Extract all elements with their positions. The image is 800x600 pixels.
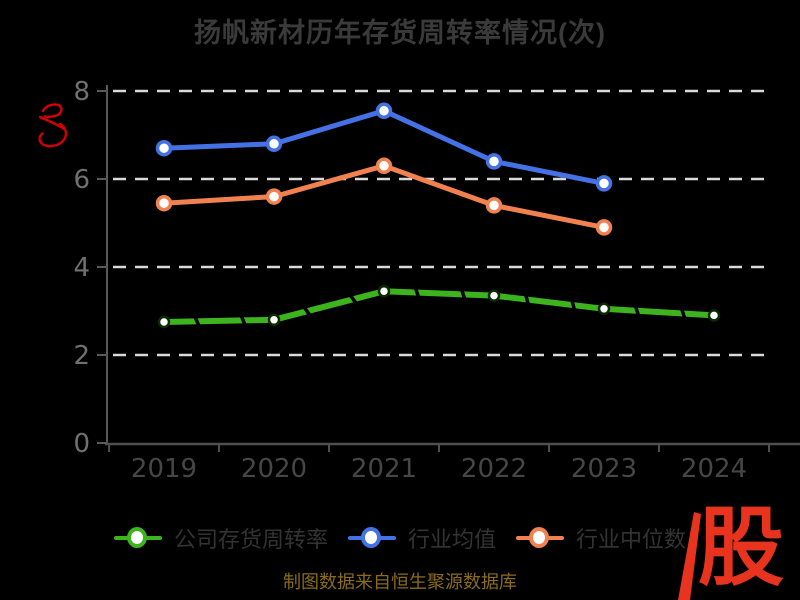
series-line [161, 288, 717, 325]
data-point-marker [597, 302, 611, 316]
y-tick-label: 4 [73, 253, 90, 283]
legend-item-industry-mean: 行业均值 [347, 522, 496, 554]
data-point-marker [375, 102, 393, 120]
x-tick-label: 2021 [351, 454, 417, 484]
sketch-slash [459, 286, 467, 302]
y-tick-label: 0 [73, 429, 90, 459]
y-tick-label: 2 [73, 341, 90, 371]
data-point-marker [487, 289, 501, 302]
sketch-slash [192, 314, 202, 329]
legend-item-industry-median: 行业中位数 [516, 522, 686, 554]
legend-item-company-turnover: 公司存货周转率 [113, 522, 328, 554]
sketch-slash [413, 285, 421, 300]
y-tick-label: 6 [73, 165, 90, 195]
data-point-marker [265, 135, 283, 153]
x-tick-label: 2024 [681, 454, 747, 484]
logo-character: 股 [698, 500, 784, 597]
x-tick-label: 2022 [461, 454, 527, 484]
data-source-caption: 制图数据来自恒生聚源数据库 [283, 572, 517, 592]
sketch-slash [239, 313, 248, 328]
x-tick-label: 2020 [241, 454, 307, 484]
legend-label: 公司存货周转率 [173, 527, 328, 552]
y-tick-label: 8 [73, 77, 90, 107]
legend-label: 行业中位数 [576, 527, 687, 552]
data-point-marker [157, 315, 171, 329]
legend-label: 行业均值 [407, 527, 496, 552]
legend-marker-green-icon [113, 527, 162, 549]
data-point-marker [595, 175, 613, 192]
chart-title: 扬帆新材历年存货周转率情况(次) [194, 18, 606, 48]
sketch-slash [633, 303, 641, 319]
sketch-slash [301, 304, 313, 318]
sketch-slash [569, 297, 577, 313]
series-line [161, 163, 607, 230]
red-scribble-signature-icon [38, 103, 68, 148]
data-point-marker [595, 219, 613, 236]
data-point-marker [155, 139, 173, 157]
sketch-slash [523, 291, 531, 308]
data-point-marker [265, 188, 283, 205]
data-point-marker [267, 313, 281, 327]
chart-legend: 公司存货周转率 行业均值 行业中位数 [0, 516, 800, 560]
legend-marker-orange-icon [516, 527, 564, 549]
x-tick-label: 2023 [571, 454, 637, 484]
sketch-slash [347, 292, 359, 306]
sketch-slash [679, 306, 687, 322]
data-point-marker [155, 194, 173, 212]
data-point-marker [485, 153, 503, 170]
data-point-marker [707, 309, 721, 322]
red-diagonal-stripe-icon [678, 512, 701, 600]
data-point-marker [485, 197, 503, 214]
x-tick-label: 2019 [131, 454, 197, 484]
legend-marker-blue-icon [347, 527, 396, 549]
data-point-marker [377, 284, 391, 298]
logo: 股 [670, 500, 800, 600]
data-point-marker [375, 157, 393, 175]
